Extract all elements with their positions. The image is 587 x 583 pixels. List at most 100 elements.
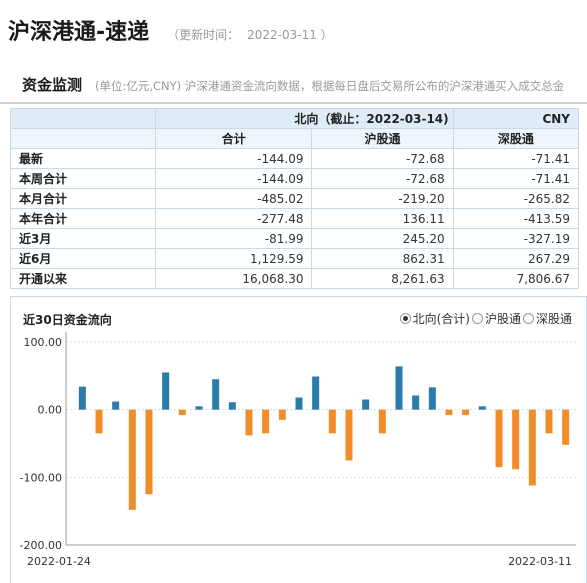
cell-total: -144.09 [154,168,313,189]
flow-bar [328,409,336,434]
radio-shanghai-connect[interactable]: 沪股通 [471,310,521,327]
column-header: 深股通 [452,128,580,149]
radio-northbound-total[interactable]: 北向(合计) [399,310,470,327]
page-title: 沪深港通-速递 [8,20,150,45]
flow-bar [228,402,236,410]
row-label: 近6月 [10,248,156,269]
update-time: （更新时间： 2022-03-11 ） [167,26,333,43]
fund-flow-table: 北向（截止：2022-03-14) CNY 合计 沪股通 深股通 最新 -144… [10,108,580,289]
title-row: 沪深港通-速递 （更新时间： 2022-03-11 ） [8,14,333,50]
section-description: (单位:亿元,CNY) 沪深港通资金流向数据，根据每日盘后交易所公布的沪深港通买… [95,79,565,93]
flow-bar [295,397,303,410]
flow-bar [512,409,520,470]
table-row: 近6月 1,129.59 862.31 267.29 [10,248,580,269]
flow-bar [362,399,370,410]
x-end-label: 2022-03-11 [508,555,572,568]
table-row: 本年合计 -277.48 136.11 -413.59 [10,208,580,229]
radio-label: 北向(合计) [412,312,470,326]
radio-icon[interactable] [522,313,534,324]
row-label: 本周合计 [10,168,156,189]
row-label: 开通以来 [10,268,156,289]
x-start-label: 2022-01-24 [27,555,91,568]
radio-label: 深股通 [535,312,572,326]
y-tick-label: 0.00 [38,404,63,417]
row-label: 近3月 [10,228,156,249]
row-label: 最新 [10,148,156,169]
radio-selected-icon[interactable] [399,313,411,324]
cell-total: -81.99 [154,228,313,249]
cell-sz: -413.59 [452,208,580,229]
flow-bar [528,409,536,486]
flow-bar [195,406,203,410]
cell-total: -144.09 [154,148,313,169]
cell-sh: -72.68 [311,148,454,169]
update-date: 2022-03-11 [247,28,317,42]
flow-bar [162,372,170,410]
cell-sz: -71.41 [452,168,580,189]
update-label: （更新时间： [167,28,240,42]
y-tick-label: 100.00 [24,336,63,349]
flow-bar [428,387,436,410]
cell-total: -485.02 [154,188,313,209]
table-row: 最新 -144.09 -72.68 -71.41 [10,148,580,169]
flow-bar [495,409,503,468]
flow-bar [212,379,220,410]
cell-sh: 245.20 [311,228,454,249]
row-label: 本月合计 [10,188,156,209]
flow-bar [278,409,286,420]
cell-sh: 136.11 [311,208,454,229]
table-header-direction: 北向（截止：2022-03-14) CNY [10,108,580,129]
table-row: 本周合计 -144.09 -72.68 -71.41 [10,168,580,189]
direction-label: 北向（截止：2022-03-14) [155,108,454,129]
flow-bar [245,409,253,436]
radio-icon[interactable] [471,313,483,324]
cell-sh: -219.20 [311,188,454,209]
table-header-columns: 合计 沪股通 深股通 [10,128,580,149]
flow-bar [478,406,486,410]
cell-sh: 862.31 [311,248,454,269]
section-title: 资金监测 [22,76,83,94]
flow-bar [128,409,136,510]
table-row: 本月合计 -485.02 -219.20 -265.82 [10,188,580,209]
radio-shenzhen-connect[interactable]: 深股通 [522,310,572,327]
chart-title: 近30日资金流向 [23,313,112,327]
cell-sz: -327.19 [452,228,580,249]
flow-bar [145,409,153,495]
column-header: 合计 [154,128,313,149]
chart-panel: 近30日资金流向 北向(合计) 沪股通 深股通 100.00 0.00 -100.0… [10,296,587,583]
flow-bar [395,366,403,410]
table-row: 近3月 -81.99 245.20 -327.19 [10,228,580,249]
cell-total: 1,129.59 [154,248,313,269]
cell-sh: 8,261.63 [311,268,454,289]
series-selector: 北向(合计) 沪股通 深股通 [398,310,572,327]
update-close: ） [320,28,333,42]
cell-sz: -265.82 [452,188,580,209]
row-label: 本年合计 [10,208,156,229]
flow-bar [312,376,320,410]
column-header: 沪股通 [311,128,454,149]
y-tick-label: -100.00 [20,471,62,484]
flow-bar [445,409,453,416]
radio-label: 沪股通 [484,312,521,326]
cell-sz: 267.29 [452,248,580,269]
y-tick-label: -200.00 [20,539,62,552]
table-row: 开通以来 16,068.30 8,261.63 7,806.67 [10,268,580,289]
flow-bar [412,395,420,410]
flow-bar [95,409,103,434]
cell-sz: -71.41 [452,148,580,169]
flow-bar [78,386,86,410]
flow-bar [462,409,470,416]
cell-sz: 7,806.67 [452,268,580,289]
fund-flow-bar-chart: 100.00 0.00 -100.00 -200.00 2022-01-24 2022-0… [20,332,576,568]
flow-bar [112,401,120,410]
cell-total: -277.48 [154,208,313,229]
currency-label: CNY [452,108,580,129]
flow-bar [545,409,553,434]
flow-bar [378,409,386,434]
cell-sh: -72.68 [311,168,454,189]
flow-bar [562,409,570,445]
cell-total: 16,068.30 [154,268,313,289]
section-header: 资金监测 (单位:亿元,CNY) 沪深港通资金流向数据，根据每日盘后交易所公布的… [0,64,587,104]
flow-bar [262,409,270,434]
flow-bar [345,409,353,461]
